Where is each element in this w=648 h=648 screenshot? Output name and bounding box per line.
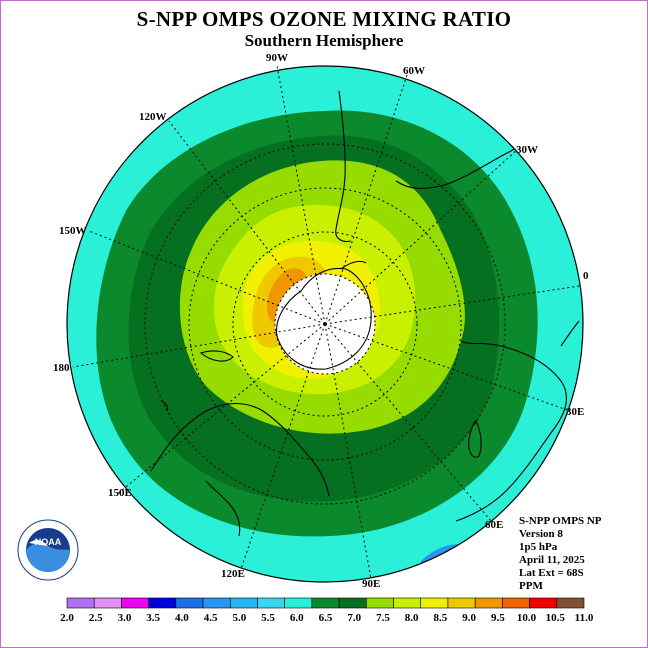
info-date: April 11, 2025 [519,554,585,566]
info-panel: S-NPP OMPS NP Version 8 1p5 hPa April 11… [519,515,602,593]
map-border [66,65,584,583]
lon-label-120w: 120W [139,111,167,123]
lon-label-0: 0 [583,270,589,282]
lon-label-150w: 150W [59,225,87,237]
page-subtitle: Southern Hemisphere [244,31,404,50]
info-pressure: 1p5 hPa [519,541,558,553]
coastlines [150,90,580,537]
graticule [72,65,580,580]
info-lat-extent: Lat Ext = 68S [519,567,584,579]
lon-label-30e: 30E [566,406,584,418]
info-version: Version 8 [519,528,563,540]
lon-label-90e: 90E [362,578,380,590]
lon-label-150e: 150E [108,487,132,499]
south-pole-dot [323,322,327,326]
lon-label-60w: 60W [403,65,425,77]
lon-label-120e: 120E [221,568,245,580]
info-instrument: S-NPP OMPS NP [519,515,602,527]
lon-label-180: 180 [53,362,70,374]
noaa-logo: NOAA [17,519,79,581]
lon-label-90w: 90W [266,52,288,64]
noaa-logo-text: NOAA [35,537,62,547]
info-units: PPM [519,580,543,592]
lon-label-60e: 60E [485,519,503,531]
lon-label-30w: 30W [516,144,538,156]
page-title: S-NPP OMPS OZONE MIXING RATIO [136,7,512,31]
